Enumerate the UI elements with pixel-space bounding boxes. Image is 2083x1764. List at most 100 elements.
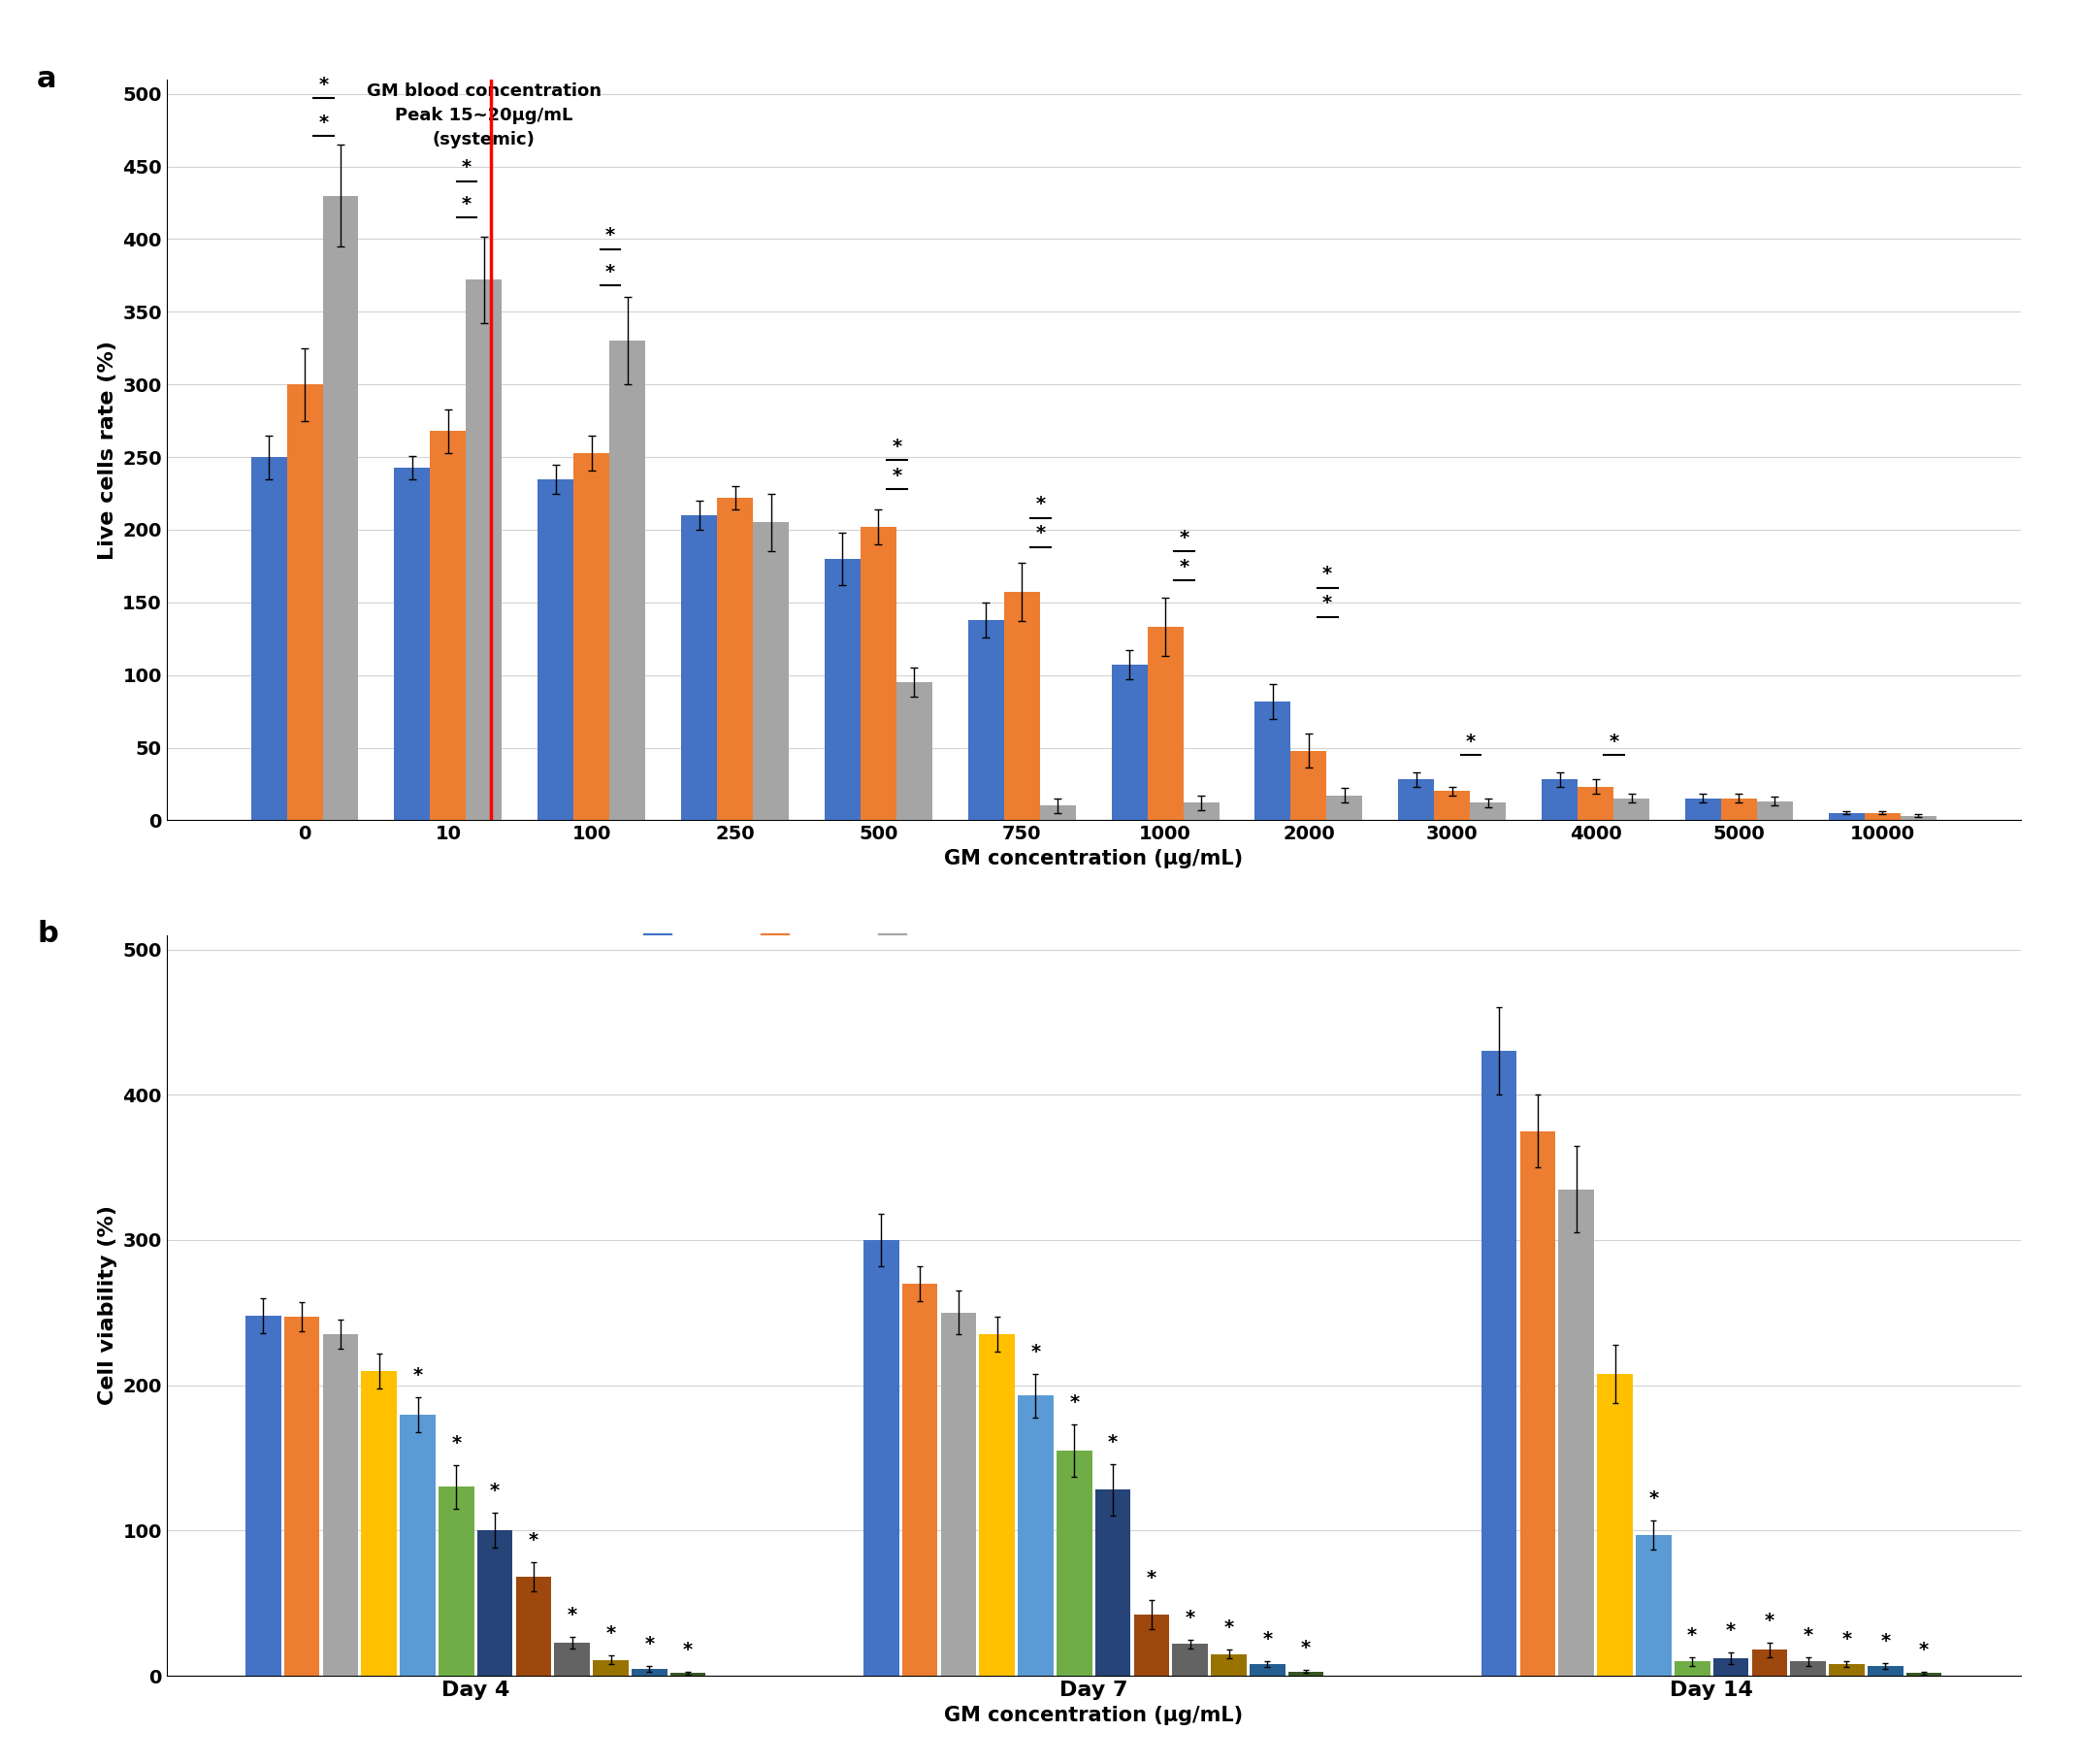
Text: GM blood concentration
Peak 15~20μg/mL
(systemic): GM blood concentration Peak 15~20μg/mL (… [367, 83, 602, 148]
Bar [1789, 1662, 1827, 1676]
Bar [1541, 780, 1577, 820]
Text: *: * [1648, 1489, 1658, 1508]
X-axis label: GM concentration (μg/mL): GM concentration (μg/mL) [944, 1706, 1244, 1725]
Bar [1148, 626, 1183, 820]
Bar [1906, 1672, 1941, 1676]
Bar [1829, 1663, 1864, 1676]
Bar [752, 522, 789, 820]
Text: *: * [1323, 594, 1333, 612]
Bar [431, 430, 467, 820]
Bar [537, 478, 573, 820]
Text: *: * [1918, 1641, 1929, 1658]
Bar [1133, 1614, 1169, 1676]
Text: *: * [1146, 1570, 1156, 1588]
Bar [1096, 1491, 1131, 1676]
Bar [1900, 817, 1937, 820]
Bar [902, 1284, 937, 1676]
Text: *: * [490, 1482, 500, 1501]
Bar [1868, 1665, 1904, 1676]
Bar [825, 559, 860, 820]
Bar [1598, 1374, 1633, 1676]
Bar [360, 1371, 398, 1676]
Text: *: * [1302, 1639, 1310, 1658]
Bar [681, 515, 717, 820]
Bar [1756, 801, 1793, 820]
Bar [1471, 803, 1506, 820]
Bar [860, 527, 896, 820]
Bar [1864, 813, 1900, 820]
Bar [1614, 799, 1650, 820]
Bar [1183, 803, 1219, 820]
Bar [1435, 792, 1471, 820]
Text: *: * [1035, 524, 1046, 543]
Text: *: * [452, 1434, 460, 1452]
Bar [1521, 1131, 1556, 1676]
Text: *: * [462, 194, 471, 213]
Bar [631, 1669, 667, 1676]
Text: *: * [683, 1641, 694, 1658]
Text: *: * [412, 1365, 423, 1385]
Text: *: * [1804, 1626, 1812, 1644]
Text: *: * [1727, 1621, 1735, 1641]
Text: *: * [606, 226, 614, 245]
Bar [942, 1312, 977, 1676]
X-axis label: GM concentration (μg/mL): GM concentration (μg/mL) [944, 848, 1244, 868]
Text: *: * [1323, 564, 1333, 584]
Bar [1675, 1662, 1710, 1676]
Text: *: * [1841, 1630, 1852, 1649]
Bar [1829, 813, 1864, 820]
Bar [283, 1318, 319, 1676]
Bar [1558, 1189, 1593, 1676]
Text: *: * [1185, 1609, 1196, 1626]
Text: *: * [319, 76, 329, 93]
Bar [969, 619, 1004, 820]
Text: *: * [319, 113, 329, 132]
Text: *: * [462, 159, 471, 176]
Bar [477, 1531, 512, 1676]
Bar [979, 1334, 1014, 1676]
Bar [394, 467, 431, 820]
Text: *: * [1881, 1632, 1889, 1649]
Text: *: * [1108, 1432, 1119, 1452]
Text: *: * [1687, 1626, 1698, 1644]
Text: *: * [1179, 557, 1189, 577]
Text: *: * [1179, 529, 1189, 547]
Text: *: * [892, 437, 902, 455]
Text: *: * [892, 466, 902, 485]
Text: *: * [606, 263, 614, 280]
Bar [250, 457, 287, 820]
Bar [1327, 796, 1362, 820]
Bar [323, 1334, 358, 1676]
Bar [1056, 1450, 1091, 1676]
Text: *: * [1031, 1342, 1042, 1362]
Bar [554, 1642, 589, 1676]
Bar [287, 385, 323, 820]
Bar [1112, 665, 1148, 820]
Text: *: * [1262, 1630, 1273, 1649]
Bar [1287, 1672, 1325, 1676]
Bar [610, 340, 646, 820]
Bar [1752, 1649, 1787, 1676]
Bar [467, 280, 502, 820]
Text: *: * [1466, 732, 1475, 750]
Bar [1685, 799, 1721, 820]
Bar [1481, 1051, 1516, 1676]
Text: *: * [644, 1635, 654, 1653]
Bar [1004, 593, 1039, 820]
Bar [517, 1577, 552, 1676]
Y-axis label: Live cells rate (%): Live cells rate (%) [98, 340, 117, 559]
Text: *: * [1069, 1394, 1079, 1411]
Text: *: * [529, 1531, 539, 1551]
Bar [1635, 1535, 1671, 1676]
Bar [573, 453, 610, 820]
Bar [1712, 1658, 1748, 1676]
Bar [1577, 787, 1614, 820]
Text: b: b [37, 921, 58, 949]
Bar [1173, 1644, 1208, 1676]
Text: *: * [1225, 1619, 1233, 1637]
Bar [246, 1316, 281, 1676]
Bar [1291, 750, 1327, 820]
Text: *: * [1610, 732, 1618, 750]
Legend: Day 4, Day 7, Day 14: Day 4, Day 7, Day 14 [635, 926, 996, 961]
Bar [1019, 1395, 1054, 1676]
